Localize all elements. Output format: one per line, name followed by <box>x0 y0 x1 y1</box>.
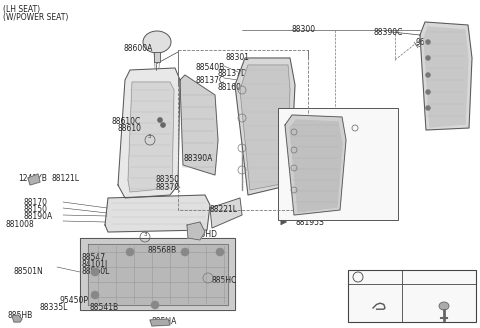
Text: 88137D: 88137D <box>297 201 327 210</box>
Text: 88501N: 88501N <box>14 267 44 276</box>
Circle shape <box>425 55 431 60</box>
Text: 88390C: 88390C <box>373 28 402 37</box>
Ellipse shape <box>439 302 449 310</box>
Circle shape <box>91 268 99 276</box>
Polygon shape <box>80 238 235 310</box>
Text: 88610C: 88610C <box>112 117 141 126</box>
Text: 88541B: 88541B <box>90 303 119 312</box>
Text: 88813B: 88813B <box>426 274 455 283</box>
Text: 88350: 88350 <box>155 175 179 184</box>
Polygon shape <box>420 22 472 130</box>
Text: 3: 3 <box>143 232 147 236</box>
Text: 3: 3 <box>356 274 360 279</box>
Polygon shape <box>28 174 40 185</box>
Text: 88137C: 88137C <box>196 76 225 85</box>
Bar <box>348 270 476 322</box>
Text: 96125F: 96125F <box>416 38 444 47</box>
Circle shape <box>216 248 224 256</box>
Text: 885HC: 885HC <box>212 276 238 285</box>
Polygon shape <box>290 120 342 212</box>
Text: 88301: 88301 <box>318 113 342 122</box>
Text: 88300: 88300 <box>292 25 316 34</box>
Text: 84101J: 84101J <box>82 260 108 269</box>
Circle shape <box>425 72 431 77</box>
Text: 88137C: 88137C <box>297 194 326 203</box>
Polygon shape <box>88 244 228 305</box>
Text: 885HA: 885HA <box>152 317 178 326</box>
Text: 3: 3 <box>147 134 151 139</box>
Text: 88610: 88610 <box>117 124 141 133</box>
Text: 88150: 88150 <box>23 205 47 214</box>
Text: 88910T: 88910T <box>358 180 386 189</box>
Text: 88137D: 88137D <box>218 69 248 78</box>
Polygon shape <box>150 319 170 326</box>
Text: 88170: 88170 <box>23 198 47 207</box>
Text: 88547: 88547 <box>82 253 106 262</box>
Text: 88190A: 88190A <box>23 212 52 221</box>
Polygon shape <box>12 315 22 322</box>
Polygon shape <box>285 115 346 215</box>
Circle shape <box>425 106 431 111</box>
Text: 88301: 88301 <box>226 53 250 62</box>
Polygon shape <box>118 68 180 198</box>
Circle shape <box>425 39 431 45</box>
Text: 88221L: 88221L <box>210 205 238 214</box>
Circle shape <box>181 248 189 256</box>
Ellipse shape <box>143 31 171 53</box>
Text: 88540B: 88540B <box>296 146 325 155</box>
Circle shape <box>160 122 166 128</box>
Text: 881008: 881008 <box>5 220 34 229</box>
Circle shape <box>151 301 159 309</box>
Circle shape <box>91 291 99 299</box>
Text: 88560L: 88560L <box>82 267 110 276</box>
Text: 88121L: 88121L <box>52 174 80 183</box>
Polygon shape <box>240 65 290 190</box>
Circle shape <box>126 248 134 256</box>
Polygon shape <box>105 195 210 232</box>
Text: 88390A: 88390A <box>183 154 212 163</box>
Polygon shape <box>235 58 295 195</box>
Bar <box>178 50 308 210</box>
Text: (W/SIDE AIR BAG): (W/SIDE AIR BAG) <box>282 112 349 121</box>
Polygon shape <box>424 27 468 127</box>
Text: (LH SEAT): (LH SEAT) <box>3 5 40 14</box>
Bar <box>278 108 398 220</box>
Text: 88568B: 88568B <box>148 246 177 255</box>
Text: 88600A: 88600A <box>124 44 154 53</box>
Polygon shape <box>187 222 205 240</box>
Text: 88335L: 88335L <box>40 303 68 312</box>
Circle shape <box>425 90 431 94</box>
Text: 88160A: 88160A <box>296 158 325 167</box>
Text: 88927: 88927 <box>374 274 398 283</box>
Text: 95450P: 95450P <box>60 296 89 305</box>
Circle shape <box>157 117 163 122</box>
Text: 88370: 88370 <box>155 183 179 192</box>
Text: 88540B: 88540B <box>196 63 225 72</box>
Text: 88195S: 88195S <box>295 218 324 227</box>
Text: 88160A: 88160A <box>218 83 247 92</box>
Text: 885HD: 885HD <box>192 230 218 239</box>
Text: 1241YB: 1241YB <box>18 174 47 183</box>
Polygon shape <box>128 82 174 192</box>
Bar <box>154 52 160 62</box>
Polygon shape <box>210 198 242 228</box>
Text: (W/POWER SEAT): (W/POWER SEAT) <box>3 13 68 22</box>
Text: 1339CC: 1339CC <box>307 124 337 133</box>
Polygon shape <box>180 75 218 175</box>
Text: 885HB: 885HB <box>8 311 33 320</box>
